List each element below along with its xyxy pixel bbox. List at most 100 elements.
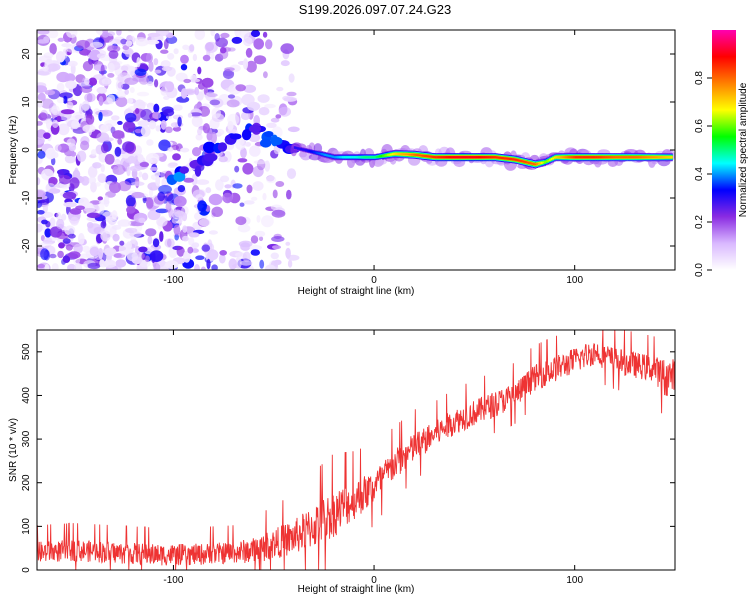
heatmap-ridge-cell bbox=[531, 162, 534, 165]
heatmap-noise-blob bbox=[210, 132, 217, 144]
heatmap-noise-blob bbox=[189, 78, 201, 83]
heatmap-noise-blob bbox=[189, 112, 202, 117]
heatmap-ridge-cell bbox=[388, 153, 391, 156]
heatmap-ridge-cell bbox=[293, 146, 296, 149]
heatmap-ridge-cell bbox=[436, 156, 439, 159]
heatmap-noise-blob bbox=[215, 37, 228, 48]
heatmap-noise-blob bbox=[41, 219, 48, 225]
heatmap-noise-blob bbox=[182, 44, 190, 50]
heatmap-noise-blob bbox=[101, 31, 109, 38]
heatmap-noise-blob bbox=[148, 60, 154, 72]
heatmap-noise-blob bbox=[134, 128, 142, 134]
heatmap-noise-blob bbox=[100, 124, 109, 133]
heatmap-diagonal-blob bbox=[179, 166, 189, 174]
heatmap-noise-blob bbox=[200, 266, 206, 270]
heatmap-ridge-cell bbox=[470, 156, 473, 159]
heatmap-noise-blob bbox=[57, 123, 70, 136]
heatmap-noise-blob bbox=[175, 72, 188, 82]
heatmap-ridge-cell bbox=[666, 156, 668, 159]
heatmap-noise-blob bbox=[59, 174, 71, 185]
heatmap-noise-blob bbox=[264, 160, 271, 172]
heatmap-ridge-cell bbox=[504, 157, 506, 160]
heatmap-noise-blob bbox=[278, 106, 291, 117]
heatmap-noise-blob bbox=[163, 39, 169, 50]
heatmap-noise-blob bbox=[183, 177, 194, 183]
heatmap-ridge-cell bbox=[364, 156, 367, 159]
heatmap-diagonal-blob bbox=[264, 131, 274, 138]
y-tick-label: -10 bbox=[21, 190, 32, 205]
heatmap-ridge-cell bbox=[430, 155, 432, 158]
heatmap-noise-blob bbox=[100, 230, 111, 242]
heatmap-ridge-cell bbox=[663, 156, 665, 159]
heatmap-noise-blob bbox=[124, 89, 129, 95]
colorbar: 0.0 0.2 0.4 0.6 0.8 Normalized spectral ampl… bbox=[694, 30, 749, 277]
y-tick-label: 0 bbox=[21, 147, 32, 153]
heatmap-noise-blob bbox=[146, 81, 154, 87]
heatmap-ridge-cell bbox=[480, 156, 482, 159]
heatmap-noise-blob bbox=[124, 47, 134, 58]
heatmap-noise-blob bbox=[37, 121, 43, 126]
heatmap-noise-blob bbox=[44, 89, 56, 96]
heatmap-noise-blob bbox=[268, 266, 279, 270]
heatmap-x-ticks: -100 0 100 bbox=[163, 30, 583, 286]
heatmap-ridge-cell bbox=[300, 148, 302, 151]
heatmap-noise-blob bbox=[138, 246, 148, 253]
heatmap-noise-blob bbox=[66, 101, 74, 110]
heatmap-ridge-cell bbox=[459, 156, 461, 159]
heatmap-ridge-cell bbox=[354, 156, 357, 159]
heatmap-diagonal-blob bbox=[260, 138, 272, 148]
heatmap-ridge-cell bbox=[650, 156, 652, 159]
heatmap-ridge-cell bbox=[478, 156, 481, 159]
heatmap-noise-blob bbox=[220, 32, 230, 39]
heatmap-noise-blob bbox=[176, 246, 185, 257]
heatmap-ridge-cell bbox=[401, 153, 404, 156]
heatmap-noise-blob bbox=[209, 99, 221, 106]
heatmap-noise-blob bbox=[67, 263, 77, 270]
heatmap-ridge-cell bbox=[329, 154, 331, 158]
heatmap-ridge-cell bbox=[502, 157, 505, 160]
heatmap-ridge-cell bbox=[348, 156, 351, 159]
heatmap-noise-blob bbox=[249, 244, 262, 251]
heatmap-noise-blob bbox=[59, 92, 73, 99]
heatmap-ridge-cell bbox=[486, 156, 489, 159]
heatmap-noise-blob bbox=[120, 38, 128, 45]
heatmap-noise-blob bbox=[75, 205, 85, 211]
colorbar-ticks: 0.0 0.2 0.4 0.6 0.8 bbox=[694, 71, 712, 277]
heatmap-ridge-cell bbox=[541, 161, 543, 164]
heatmap-ridge-cell bbox=[613, 156, 615, 159]
heatmap-noise-blob bbox=[195, 133, 203, 141]
heatmap-noise-blob bbox=[127, 155, 137, 164]
heatmap-ridge-cell bbox=[345, 156, 347, 159]
heatmap-noise-blob bbox=[180, 63, 188, 71]
heatmap-ridge bbox=[290, 142, 675, 171]
heatmap-ridge-cell bbox=[669, 156, 672, 159]
heatmap-noise-blob bbox=[89, 200, 102, 205]
heatmap-noise-blob bbox=[174, 233, 179, 241]
colorbar-gradient bbox=[712, 30, 736, 270]
heatmap-noise-blob bbox=[220, 47, 227, 54]
heatmap-noise-blob bbox=[47, 63, 61, 72]
heatmap-ridge-cell bbox=[399, 153, 402, 156]
heatmap-noise-blob bbox=[262, 192, 267, 201]
heatmap-noise-blob bbox=[108, 62, 115, 73]
heatmap-noise-blob bbox=[135, 38, 149, 47]
heatmap-noise-blob bbox=[50, 151, 59, 159]
heatmap-noise-blob bbox=[124, 77, 139, 85]
heatmap-noise-blob bbox=[270, 117, 280, 123]
heatmap-noise-blob bbox=[43, 237, 53, 243]
heatmap-noise-blob bbox=[191, 248, 199, 253]
heatmap-noise-blob bbox=[107, 31, 115, 37]
heatmap-noise-blob bbox=[270, 252, 279, 260]
heatmap-y-axis-label: Frequency (Hz) bbox=[8, 116, 19, 185]
heatmap-ridge-cell bbox=[598, 156, 601, 159]
heatmap-noise-blob bbox=[62, 191, 77, 200]
heatmap-noise-blob bbox=[242, 58, 249, 70]
heatmap-y-ticks: -20 -10 0 10 20 bbox=[21, 48, 675, 253]
heatmap-ridge-cell bbox=[463, 156, 466, 159]
x-tick-label: -100 bbox=[163, 575, 183, 586]
heatmap-noise-blob bbox=[165, 126, 173, 134]
heatmap-noise-blob bbox=[235, 257, 242, 269]
heatmap-ridge-cell bbox=[472, 156, 474, 159]
heatmap-noise-blob bbox=[99, 259, 105, 268]
heatmap-ridge-cell bbox=[512, 158, 514, 161]
